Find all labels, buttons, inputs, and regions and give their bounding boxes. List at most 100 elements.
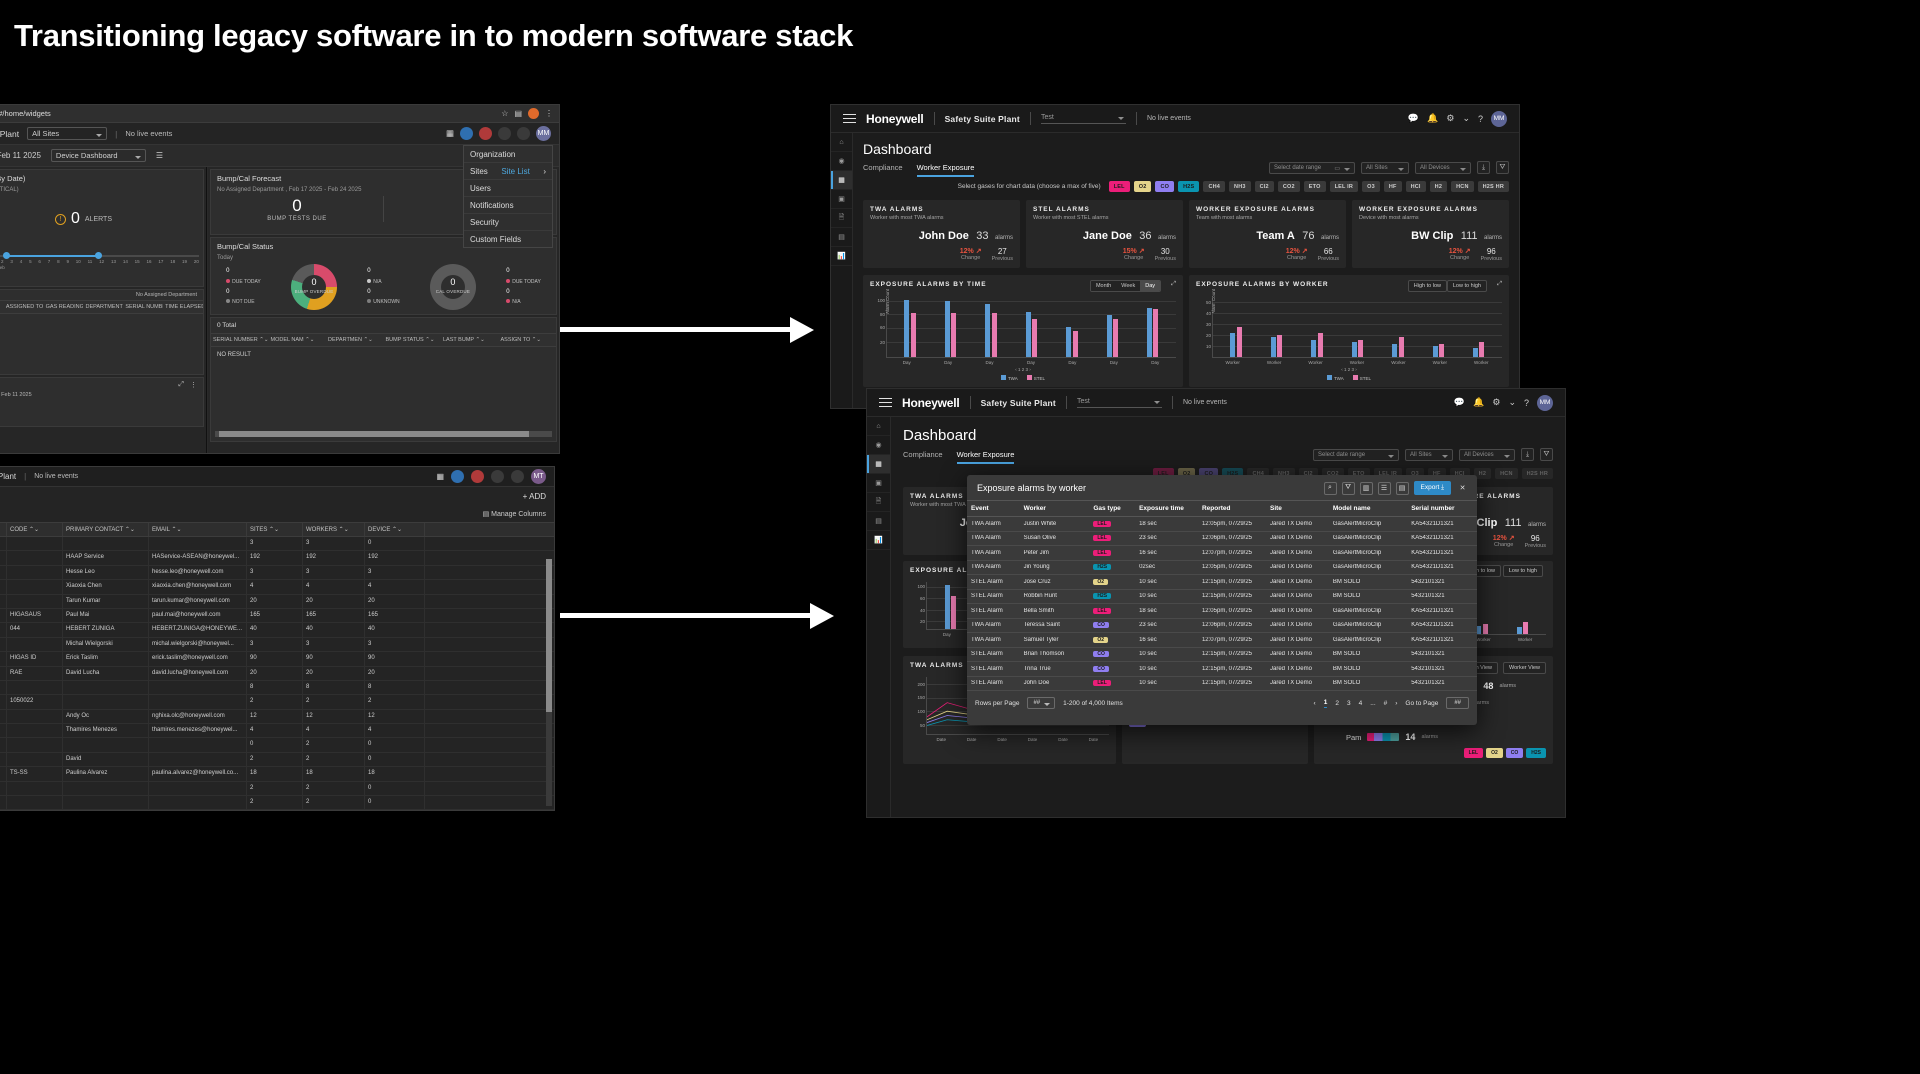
profile-avatar-icon[interactable] (528, 108, 539, 119)
modern-dashboard-front[interactable]: Honeywell Safety Suite Plant Test No liv… (866, 388, 1566, 818)
vertical-scrollbar[interactable] (546, 559, 552, 806)
chevron-down-icon[interactable]: ⌄ (1508, 397, 1516, 407)
gas-chip-lel[interactable]: LEL (1152, 468, 1174, 479)
page-1[interactable]: 1 (1323, 698, 1328, 708)
table-row[interactable]: Andy Oc nghixa.olc@honeywell.com 12 12 12 (0, 709, 554, 725)
time-granularity-toggle[interactable]: Month Week Day (1089, 280, 1161, 292)
sites-table-body[interactable]: 3 3 0 HAAP Service HAService-ASEAN@honeywel.… (0, 537, 554, 810)
next-page-icon[interactable]: › (1395, 699, 1398, 707)
gear-icon[interactable] (491, 470, 504, 483)
bumpcal-status-table-widget[interactable]: 0 Total SERIAL NUMBER ⌃⌄ MODEL NAM ⌃⌄ DEPA… (210, 317, 557, 442)
menu-site-list-link[interactable]: Site List (501, 166, 530, 176)
gas-chip-co[interactable]: CO (1155, 181, 1175, 192)
filter-icon[interactable]: ⛛ (1496, 161, 1509, 174)
gas-chip-ci2[interactable]: CI2 (1254, 181, 1274, 192)
list-view-icon[interactable]: ☰ (1377, 481, 1391, 495)
modal-toolbar[interactable]: ⌕ ⛛ ▥ ☰ ▤ Export ⤓ ✕ (1323, 481, 1469, 495)
bookmark-star-icon[interactable]: ☆ (501, 109, 509, 118)
sort-high-to-low[interactable]: High to low (1407, 280, 1447, 292)
download-icon[interactable]: ⤓ (1477, 161, 1490, 174)
help-icon[interactable] (517, 127, 530, 140)
table-row[interactable]: Hesse Leo hesse.leo@honeywell.com 3 3 3 (0, 565, 554, 581)
gas-chip-hci[interactable]: HCI (1449, 468, 1470, 479)
dashboard-filters[interactable]: Select date range All Sites All Devices … (903, 448, 1553, 461)
exposure-alarms-by-time-card[interactable]: EXPOSURE ALARMS BY TIME Month Week Day ⤢… (863, 275, 1183, 387)
gear-icon[interactable]: ⚙ (1446, 113, 1455, 123)
sites-filter[interactable]: All Sites (1405, 448, 1453, 461)
menu-item-security[interactable]: Security (464, 214, 552, 231)
horizontal-scrollbar[interactable] (215, 431, 552, 437)
export-button[interactable]: Export ⤓ (1413, 481, 1451, 495)
sidebar-item-home[interactable]: ⌂ (831, 133, 852, 152)
sidebar-item-documents[interactable]: 🗎 (867, 493, 890, 512)
table-row[interactable]: STEL Alarm Bella Smith LEL 18 sec 12:05p… (967, 604, 1477, 619)
hamburger-menu-icon[interactable] (879, 397, 892, 408)
table-row[interactable]: TWA Alarm Samuel Tyler O2 16 sec 12:07pm… (967, 633, 1477, 648)
tab-worker-exposure[interactable]: Worker Exposure (916, 163, 975, 177)
tab-worker-exposure[interactable]: Worker Exposure (956, 450, 1015, 464)
table-row[interactable]: STEL Alarm John Doe LEL 10 sec 12:15pm, … (967, 677, 1477, 691)
close-icon[interactable]: ✕ (1459, 485, 1466, 492)
kpi-card[interactable]: TWA ALARMS Worker with most TWA alarms J… (863, 200, 1020, 268)
table-row[interactable]: partmentDavid220 (0, 752, 554, 768)
add-button[interactable]: + ADD (522, 492, 546, 501)
filter-icon[interactable]: ⛛ (1341, 481, 1355, 495)
bell-icon[interactable]: 🔔 (1427, 113, 1439, 123)
page-last[interactable]: # (1383, 699, 1388, 707)
worker-view-button[interactable]: Worker View (1503, 662, 1546, 674)
gas-chip-h2[interactable]: H2 (1473, 468, 1492, 479)
gear-icon[interactable]: ⚙ (1492, 397, 1501, 407)
gas-chip-o3[interactable]: O3 (1406, 468, 1424, 479)
menu-item-users[interactable]: Users (464, 180, 552, 197)
seg-day[interactable]: Day (1140, 281, 1160, 291)
gas-chip-h2s-hr[interactable]: H2S HR (1521, 468, 1553, 479)
download-icon[interactable]: ⤓ (1521, 448, 1534, 461)
table-row[interactable]: STEL Alarm Robbin Hunt H2S 10 sec 12:15p… (967, 590, 1477, 604)
table-row[interactable]: TS-SS Paulina Alvarez paulina.alvarez@hone… (0, 767, 554, 782)
notifications-icon[interactable] (451, 470, 464, 483)
bump-overdue-donut[interactable]: 0 BUMP OVERDUE (291, 264, 338, 310)
devices-filter[interactable]: All Devices (1459, 448, 1515, 461)
environment-selector[interactable]: Test (1076, 398, 1162, 408)
left-nav-rail[interactable]: ⌂ ◉ ▦ ▣ 🗎 ▤ 📊 (867, 417, 891, 817)
sidebar-item-reports[interactable]: ▤ (831, 228, 852, 247)
list-view-icon[interactable]: ☰ (155, 151, 164, 160)
table-row[interactable]: Thamires Menezes thamires.menezes@honeywe… (0, 724, 554, 739)
chat-icon[interactable]: 💬 (1453, 397, 1466, 407)
pagination[interactable]: ‹ 1 2 3 4 ... # › Go to Page ## (1314, 697, 1469, 709)
extensions-icon[interactable]: ▤ (514, 109, 522, 118)
menu-item-organization[interactable]: Organization (464, 146, 552, 163)
tab-compliance[interactable]: Compliance (863, 163, 903, 172)
modal-table-body[interactable]: TWA Alarm Justin White LEL 18 sec 12:05p… (967, 517, 1477, 691)
table-row[interactable]: HIGASAUS Paul Mai paul.mai@honeywell.com 16… (0, 608, 554, 624)
compact-view-icon[interactable]: ▤ (1395, 481, 1409, 495)
gas-chip-nh3[interactable]: NH3 (1273, 468, 1295, 479)
help-icon[interactable]: ? (1477, 113, 1483, 124)
help-icon[interactable] (511, 470, 524, 483)
chart-pager[interactable]: ‹ 1 2 3 › (1015, 367, 1031, 372)
hamburger-menu-icon[interactable] (843, 113, 856, 124)
alarms-table-widget[interactable]: No Assigned Department RTEDASSIGNED TOGA… (0, 289, 204, 375)
gas-chip-selector[interactable]: LEL O2 CO H2S CH4 NH3 CI2 CO2 ETO LEL IR O3 HF HCI H2… (903, 468, 1553, 479)
gas-chip-ci2[interactable]: CI2 (1298, 468, 1318, 479)
settings-dropdown-menu[interactable]: Organization Sites Site List › Users Not… (463, 145, 553, 248)
sites-filter[interactable]: All Sites (1361, 161, 1409, 174)
dashboard-tabs[interactable]: Compliance Worker Exposure (903, 450, 1553, 464)
kpi-card[interactable]: WORKER EXPOSURE ALARMS Device with most … (1352, 200, 1509, 268)
sort-low-to-high[interactable]: Low to high (1446, 280, 1487, 292)
date-range-filter[interactable]: Select date range (1313, 448, 1399, 461)
calendar-icon[interactable]: ▭ (1334, 165, 1340, 172)
modern-dashboard-back[interactable]: Honeywell Safety Suite Plant Test No liv… (830, 104, 1520, 409)
table-row[interactable]: HAAP Service HAService-ASEAN@honeywel... 1… (0, 551, 554, 566)
seg-month[interactable]: Month (1090, 281, 1117, 291)
page-2[interactable]: 2 (1335, 699, 1339, 707)
sidebar-item-reports[interactable]: ▤ (867, 512, 890, 531)
search-icon[interactable]: ⌕ (1323, 481, 1337, 495)
gas-chip-nh3[interactable]: NH3 (1229, 181, 1251, 192)
sidebar-item-analytics[interactable]: 📊 (831, 247, 852, 266)
sidebar-item-cases[interactable]: ▣ (831, 190, 852, 209)
notifications-icon[interactable] (460, 127, 473, 140)
device-dashboard-selector[interactable]: Device Dashboard (50, 149, 146, 162)
legacy-dashboard-window[interactable]: well.com/#/home/widgets ☆ ▤ ⋮ ty Suite P… (0, 104, 560, 454)
